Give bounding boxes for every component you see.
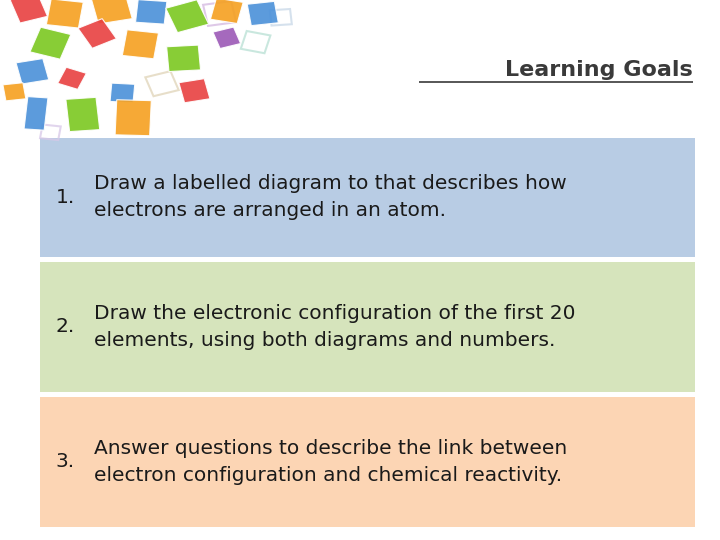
Polygon shape (210, 0, 243, 24)
Polygon shape (166, 0, 209, 32)
Polygon shape (115, 100, 151, 136)
Polygon shape (247, 2, 279, 25)
FancyBboxPatch shape (40, 138, 695, 256)
Polygon shape (110, 83, 135, 103)
Polygon shape (135, 0, 167, 24)
Text: 2.: 2. (55, 317, 75, 336)
FancyBboxPatch shape (40, 397, 695, 526)
Polygon shape (122, 30, 158, 59)
Polygon shape (58, 68, 86, 89)
Text: Answer questions to describe the link between
electron configuration and chemica: Answer questions to describe the link be… (94, 438, 567, 485)
Polygon shape (24, 97, 48, 130)
FancyBboxPatch shape (40, 262, 695, 392)
Text: 1.: 1. (55, 187, 75, 207)
Polygon shape (3, 83, 26, 101)
Polygon shape (78, 19, 117, 48)
Text: 3.: 3. (55, 452, 75, 471)
Polygon shape (10, 0, 48, 23)
Polygon shape (30, 27, 71, 59)
Text: Learning Goals: Learning Goals (505, 60, 693, 80)
Text: Draw a labelled diagram to that describes how
electrons are arranged in an atom.: Draw a labelled diagram to that describe… (94, 174, 567, 220)
Polygon shape (166, 45, 201, 71)
Polygon shape (91, 0, 132, 24)
Text: Draw the electronic configuration of the first 20
elements, using both diagrams : Draw the electronic configuration of the… (94, 303, 575, 350)
Polygon shape (179, 79, 210, 103)
Polygon shape (16, 58, 49, 84)
Polygon shape (213, 27, 240, 49)
Polygon shape (46, 0, 84, 28)
Polygon shape (66, 97, 100, 132)
